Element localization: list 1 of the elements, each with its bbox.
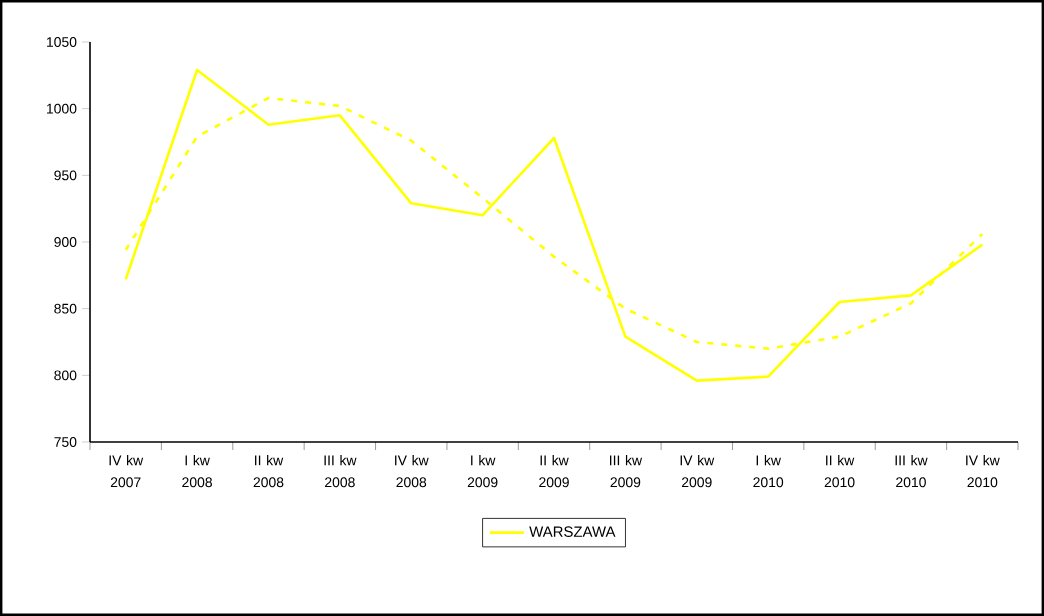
line-series	[124, 68, 984, 382]
